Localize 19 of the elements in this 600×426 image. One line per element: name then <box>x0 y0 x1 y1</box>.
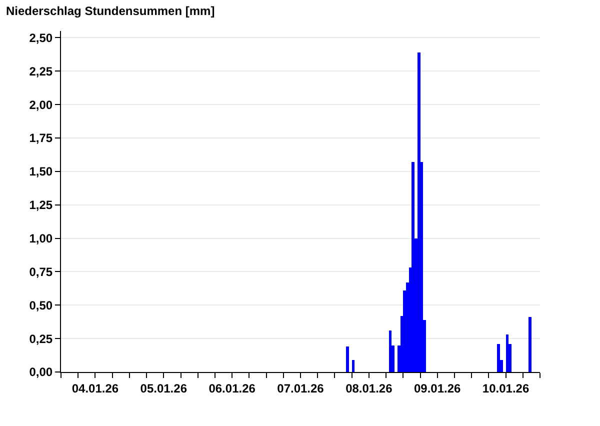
x-tick-label: 09.01.26 <box>414 381 462 396</box>
y-tick-label: 1,00 <box>29 231 53 246</box>
y-tick-label: 0,75 <box>29 264 53 279</box>
x-tick-label: 05.01.26 <box>140 381 188 396</box>
x-tick-label: 07.01.26 <box>277 381 324 396</box>
y-tick-label: 2,00 <box>29 98 53 112</box>
x-tick-label: 10.01.26 <box>482 381 530 396</box>
y-tick-label: 0,50 <box>29 298 53 312</box>
y-tick-label: 2,25 <box>29 64 53 78</box>
x-tick-label: 08.01.26 <box>346 381 393 396</box>
y-tick-label: 1,75 <box>29 131 53 146</box>
chart-title: Niederschlag Stundensummen [mm] <box>6 4 215 18</box>
x-tick-label: 04.01.26 <box>72 381 119 396</box>
x-tick-label: 06.01.26 <box>208 381 256 396</box>
y-tick-label: 0,25 <box>29 332 53 346</box>
y-tick-label: 0,00 <box>29 365 53 380</box>
y-tick-label: 1,50 <box>29 164 53 179</box>
y-tick-label: 1,25 <box>29 198 53 212</box>
y-tick-label: 2,50 <box>29 30 53 45</box>
